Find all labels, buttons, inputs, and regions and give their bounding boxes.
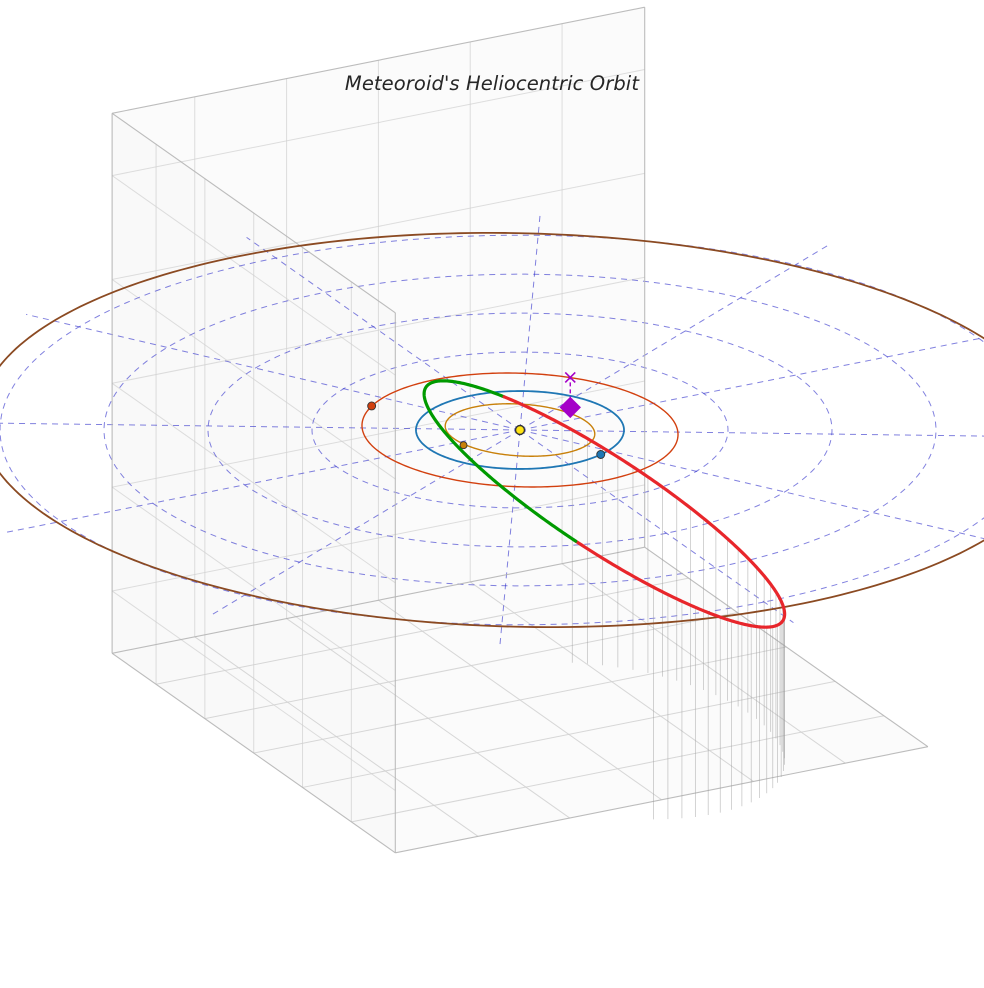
- axes-edge: [111, 112, 396, 314]
- earth-marker: [596, 450, 606, 459]
- sun-marker: [514, 424, 526, 436]
- aphelion-cross-icon: [564, 371, 576, 383]
- meteoroid-arc-below-ecliptic: [502, 395, 787, 629]
- meteoroid-orbit-path: [422, 379, 787, 629]
- polar-spoke: [499, 429, 521, 649]
- axes-box-edges: [111, 6, 929, 854]
- mars-marker: [367, 401, 377, 411]
- meteoroid-arc-above-ecliptic: [422, 379, 578, 543]
- polar-spoke: [519, 429, 984, 437]
- polar-ring: [311, 351, 729, 509]
- axes-edge: [111, 652, 396, 854]
- polar-spoke: [246, 236, 521, 431]
- gridline-left-z: [112, 276, 645, 384]
- polar-spoke: [211, 429, 521, 616]
- axes-edge: [112, 546, 645, 654]
- gridline-left-z: [112, 172, 645, 280]
- orbit-earth: [415, 390, 625, 470]
- axes-edge: [644, 546, 929, 748]
- orbit-venus: [444, 403, 596, 457]
- gridline-back-z: [111, 175, 396, 376]
- cartesian-gridlines: [111, 23, 885, 837]
- polar-spoke: [519, 211, 541, 431]
- gridline-floor-x: [351, 715, 885, 823]
- body-markers: [367, 371, 606, 459]
- gridline-floor-y: [194, 636, 479, 837]
- gridline-floor-y: [378, 599, 662, 801]
- planet-orbit-paths: [0, 231, 984, 629]
- orbit-mars: [361, 372, 679, 488]
- gridline-floor-x: [302, 680, 836, 788]
- axes-edge: [112, 6, 645, 114]
- venus-marker: [459, 441, 468, 450]
- gridline-floor-y: [286, 618, 571, 819]
- meteoroid-arc-above-ecliptic: [466, 383, 506, 399]
- polar-spoke: [0, 422, 521, 431]
- orbit-jupiter: [0, 231, 984, 629]
- gridline-left-z: [112, 69, 645, 177]
- polar-spoke: [25, 313, 521, 431]
- axes-edge: [395, 746, 928, 854]
- polar-spoke: [519, 429, 984, 540]
- gridline-back-z: [111, 279, 396, 480]
